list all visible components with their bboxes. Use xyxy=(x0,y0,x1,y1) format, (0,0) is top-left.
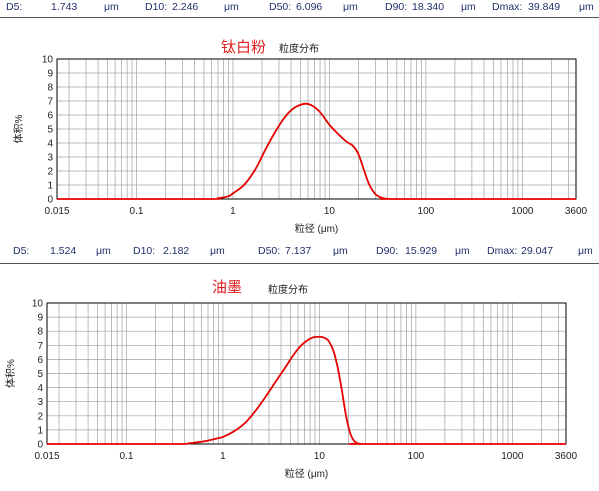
chart-2-xtick-label: 0.015 xyxy=(34,451,59,462)
chart-2-xtick-label: 0.1 xyxy=(120,451,134,462)
chart-2-xtick-label: 10 xyxy=(314,451,326,462)
chart-1-xtick-label: 100 xyxy=(418,206,435,217)
d5-label: D5: xyxy=(13,245,30,257)
chart-1-xtick-label: 0.1 xyxy=(130,206,144,217)
chart-2-ytick-label: 4 xyxy=(37,383,43,394)
d10-label: D10: xyxy=(145,1,168,13)
chart-1-ytick-label: 3 xyxy=(47,153,53,164)
chart-1-xtick-label: 1000 xyxy=(511,206,534,217)
chart-title-2: 油墨 xyxy=(212,279,243,296)
chart-2-ytick-label: 8 xyxy=(37,327,43,338)
stats-row-1: D5: 1.743 μm D10: 2.246 μm D50: 6.096 μm… xyxy=(0,1,599,15)
chart-2-ytick-label: 6 xyxy=(37,355,43,366)
chart-2-ytick-label: 7 xyxy=(37,341,43,352)
chart-1-ytick-label: 4 xyxy=(47,139,53,150)
chart-2-x-axis-title: 粒径 (μm) xyxy=(285,467,329,480)
chart-2-y-axis-title: 体积% xyxy=(5,359,17,388)
chart-1-frame xyxy=(56,58,577,200)
d90-value: 15.929 xyxy=(405,245,438,257)
chart-2-ytick-label: 5 xyxy=(37,369,43,380)
dmax-unit: μm xyxy=(578,245,593,257)
d10-value: 2.182 xyxy=(163,245,190,257)
dmax-unit: μm xyxy=(579,1,594,13)
dmax-label: Dmax: xyxy=(487,245,518,257)
chart-title-1: 钛白粉 xyxy=(221,39,267,56)
chart-2-series-line xyxy=(47,335,566,445)
chart-2-ytick-label: 3 xyxy=(37,397,43,408)
chart-2-xtick-label: 1000 xyxy=(501,451,524,462)
chart-1-x-axis-title: 粒径 (μm) xyxy=(295,222,339,235)
chart-subtitle-2: 粒度分布 xyxy=(268,285,308,296)
d50-unit: μm xyxy=(343,1,358,13)
chart-1-series-line xyxy=(57,102,576,200)
dmax-value: 29.047 xyxy=(521,245,554,257)
d10-value: 2.246 xyxy=(172,1,199,13)
d5-label: D5: xyxy=(6,1,23,13)
d5-unit: μm xyxy=(96,245,111,257)
chart-1-ytick-label: 0 xyxy=(47,195,53,206)
d10-label: D10: xyxy=(133,245,156,257)
d5-unit: μm xyxy=(104,1,119,13)
d90-unit: μm xyxy=(455,245,470,257)
dmax-label: Dmax: xyxy=(492,1,523,13)
chart-1-ytick-label: 6 xyxy=(47,111,53,122)
d90-label: D90: xyxy=(385,1,408,13)
d50-value: 6.096 xyxy=(296,1,323,13)
stats-divider-1 xyxy=(0,17,599,18)
d90-label: D90: xyxy=(376,245,399,257)
chart-1-y-axis-title: 体积% xyxy=(13,114,25,143)
chart-1-ytick-label: 7 xyxy=(47,97,53,108)
d50-label: D50: xyxy=(258,245,281,257)
stats-divider-2 xyxy=(0,263,599,264)
chart-2-ytick-label: 0 xyxy=(37,440,43,451)
chart-1-xtick-label: 0.015 xyxy=(44,206,69,217)
d10-unit: μm xyxy=(224,1,239,13)
chart-2-frame xyxy=(46,302,567,445)
d5-value: 1.524 xyxy=(50,245,77,257)
chart-1-xtick-label: 1 xyxy=(230,206,236,217)
d90-value: 18.340 xyxy=(412,1,445,13)
chart-1-ytick-label: 10 xyxy=(42,55,54,66)
chart-1-ytick-label: 2 xyxy=(47,167,53,178)
chart-2-xtick-label: 1 xyxy=(220,451,226,462)
d50-value: 7.137 xyxy=(285,245,312,257)
chart-2-ytick-label: 1 xyxy=(37,425,43,436)
d90-unit: μm xyxy=(461,1,476,13)
d10-unit: μm xyxy=(210,245,225,257)
chart-subtitle-1: 粒度分布 xyxy=(279,44,319,55)
chart-1-ytick-label: 1 xyxy=(47,181,53,192)
chart-1-ytick-label: 9 xyxy=(47,69,53,80)
chart-1-ytick-label: 5 xyxy=(47,125,53,136)
chart-2-ytick-label: 10 xyxy=(32,299,44,310)
chart-1-xtick-label: 3600 xyxy=(565,206,588,217)
chart-2-xtick-label: 100 xyxy=(408,451,425,462)
d50-unit: μm xyxy=(333,245,348,257)
chart-2-xtick-label: 3600 xyxy=(555,451,578,462)
dmax-value: 39.849 xyxy=(528,1,561,13)
chart-2-ytick-label: 9 xyxy=(37,313,43,324)
d50-label: D50: xyxy=(269,1,292,13)
d5-value: 1.743 xyxy=(51,1,78,13)
chart-1: 0 1 2 3 4 5 6 7 8 9 10 0.015 0.1 1 10 100 1000 3600 粒径 (μm… xyxy=(13,55,588,236)
chart-2-ytick-label: 2 xyxy=(37,411,43,422)
chart-1-ytick-label: 8 xyxy=(47,83,53,94)
chart-1-xtick-label: 10 xyxy=(324,206,336,217)
stats-row-2: D5: 1.524 μm D10: 2.182 μm D50: 7.137 μm… xyxy=(0,245,599,259)
